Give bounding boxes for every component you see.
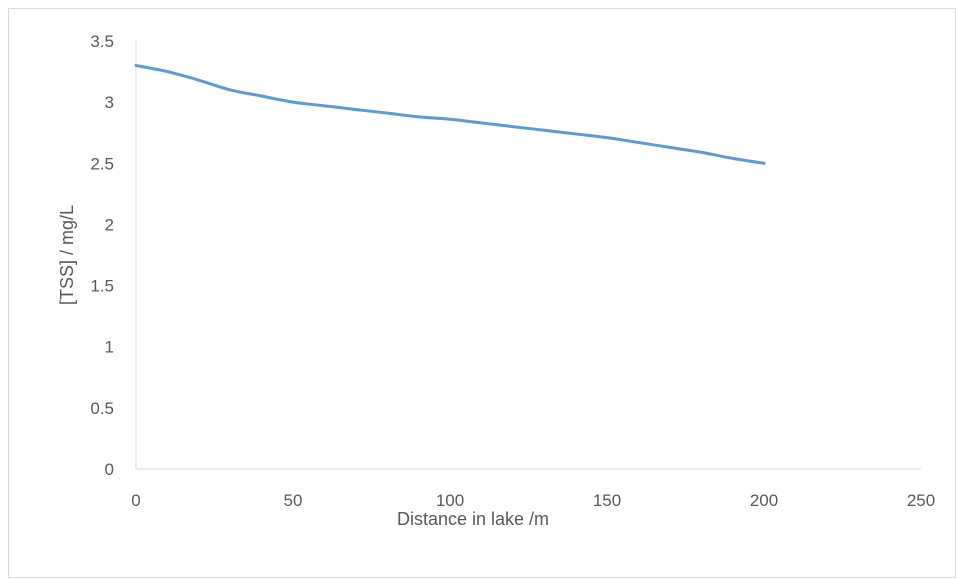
y-tick-label: 1.5 bbox=[90, 277, 114, 296]
y-tick-label: 2.5 bbox=[90, 154, 114, 173]
x-tick-labels: 0 50 100 150 200 250 bbox=[131, 491, 935, 510]
chart-area bbox=[8, 8, 956, 578]
y-tick-label: 0.5 bbox=[90, 399, 114, 418]
series-layer bbox=[134, 63, 766, 165]
y-axis-title: [TSS] / mg/L bbox=[57, 205, 77, 305]
y-tick-label: 3 bbox=[105, 93, 114, 112]
x-tick-label: 50 bbox=[284, 491, 303, 510]
x-tick-label: 100 bbox=[436, 491, 464, 510]
y-tick-label: 0 bbox=[105, 460, 114, 479]
x-tick-label: 200 bbox=[750, 491, 778, 510]
y-tick-label: 3.5 bbox=[90, 32, 114, 51]
x-tick-label: 150 bbox=[593, 491, 621, 510]
x-tick-label: 0 bbox=[131, 491, 140, 510]
x-axis-title: Distance in lake /m bbox=[397, 509, 549, 529]
axes bbox=[135, 41, 921, 470]
x-tick-label: 250 bbox=[907, 491, 935, 510]
series-line bbox=[134, 63, 766, 165]
y-tick-label: 1 bbox=[105, 338, 114, 357]
y-tick-label: 2 bbox=[105, 215, 114, 234]
y-tick-labels: 0 0.5 1 1.5 2 2.5 3 3.5 bbox=[90, 32, 114, 479]
